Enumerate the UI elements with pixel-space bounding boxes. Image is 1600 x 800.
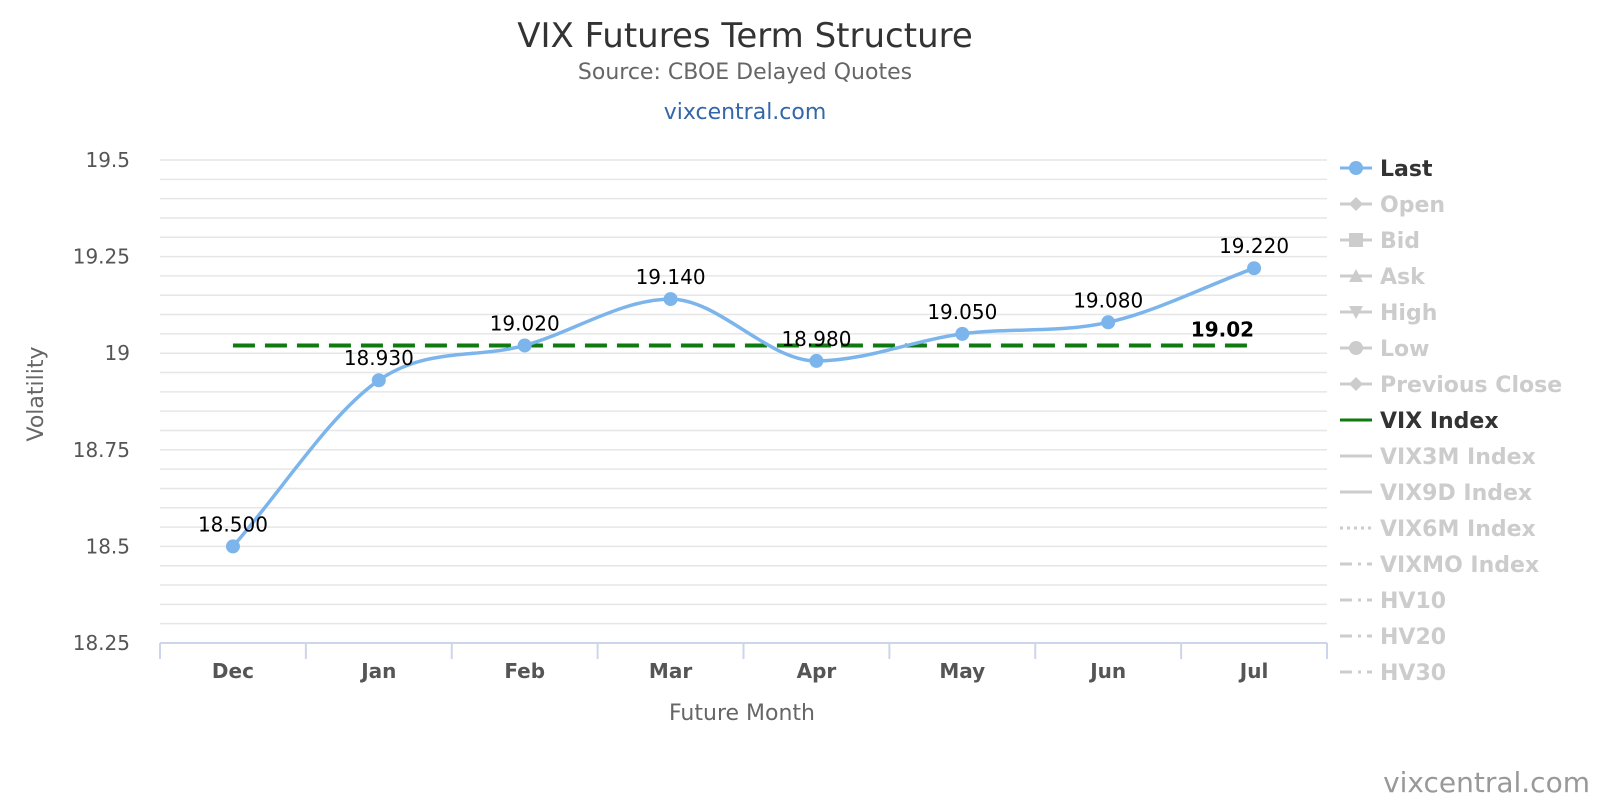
last-point-apr: [809, 353, 824, 368]
x-tick-label-may: May: [939, 659, 985, 683]
legend-label: VIX Index: [1380, 409, 1499, 434]
last-point-dec: [225, 539, 240, 554]
last-data-label-jan: 18.930: [344, 346, 414, 370]
legend-item-hv20[interactable]: HV20: [1340, 625, 1446, 650]
last-point-feb: [517, 338, 532, 353]
x-axis: Dec Jan Feb Mar Apr May Jun Jul: [159, 642, 1328, 683]
legend-label: High: [1380, 301, 1437, 326]
last-data-label-apr: 18.980: [781, 327, 851, 351]
legend-item-vix6m-index[interactable]: VIX6M Index: [1340, 517, 1536, 542]
last-data-label-dec: 18.500: [198, 512, 268, 536]
y-tick-label: 18.25: [73, 631, 130, 655]
legend-item-hv10[interactable]: HV10: [1340, 589, 1446, 614]
last-point-jan: [371, 373, 386, 388]
y-tick-label: 18.75: [73, 438, 130, 462]
legend-item-vixmo-index[interactable]: VIXMO Index: [1340, 553, 1539, 578]
legend-label: VIX9D Index: [1380, 481, 1532, 506]
y-tick-label: 19.25: [73, 245, 130, 269]
legend-item-vix9d-index[interactable]: VIX9D Index: [1340, 481, 1532, 506]
legend-item-previous-close[interactable]: Previous Close: [1340, 373, 1562, 398]
legend-item-low[interactable]: Low: [1340, 337, 1429, 362]
legend-circle-icon: [1349, 161, 1363, 175]
legend-item-ask[interactable]: Ask: [1340, 265, 1426, 290]
y-axis: 18.25 18.5 18.75 19 19.25 19.5: [73, 148, 130, 655]
x-tick-label-dec: Dec: [212, 659, 254, 683]
legend-item-hv30[interactable]: HV30: [1340, 661, 1446, 686]
legend-circle-icon: [1349, 341, 1363, 355]
grid: [160, 159, 1327, 625]
legend-label: Ask: [1380, 265, 1426, 290]
legend-diamond-icon: [1349, 197, 1363, 211]
last-data-label-feb: 19.020: [490, 311, 560, 335]
x-tick-label-mar: Mar: [649, 659, 692, 683]
legend-label: Last: [1380, 157, 1433, 182]
legend-triangle-down-icon: [1349, 306, 1363, 319]
legend-square-icon: [1349, 233, 1363, 247]
legend-label: HV10: [1380, 589, 1446, 614]
legend-label: VIXMO Index: [1380, 553, 1539, 578]
last-data-label-may: 19.050: [927, 300, 997, 324]
last-point-may: [955, 326, 970, 341]
last-data-label-mar: 19.140: [636, 265, 706, 289]
legend-label: HV20: [1380, 625, 1446, 650]
legend-label: HV30: [1380, 661, 1446, 686]
last-point-mar: [663, 292, 678, 307]
legend-diamond-icon: [1349, 377, 1363, 391]
vix-index-label: 19.02: [1191, 317, 1254, 341]
y-tick-label: 19.5: [85, 148, 130, 172]
x-tick-label-apr: Apr: [797, 659, 837, 683]
y-axis-title: Volatility: [24, 346, 49, 441]
x-tick-label-feb: Feb: [504, 659, 545, 683]
legend-label: VIX6M Index: [1380, 517, 1536, 542]
last-data-label-jul: 19.220: [1219, 234, 1289, 258]
last-data-label-jun: 19.080: [1073, 288, 1143, 312]
chart-title: VIX Futures Term Structure: [517, 16, 973, 56]
x-tick-label-jul: Jul: [1238, 659, 1269, 683]
x-tick-label-jan: Jan: [359, 659, 396, 683]
legend-label: Bid: [1380, 229, 1420, 254]
legend-item-vix3m-index[interactable]: VIX3M Index: [1340, 445, 1536, 470]
legend: Last Open Bid Ask High Low Previous Close VIX I…: [1340, 157, 1562, 686]
site-link[interactable]: vixcentral.com: [664, 100, 827, 125]
legend-label: VIX3M Index: [1380, 445, 1536, 470]
legend-triangle-icon: [1349, 269, 1363, 282]
legend-item-vix-index[interactable]: VIX Index: [1340, 409, 1499, 434]
x-tick-label-jun: Jun: [1088, 659, 1126, 683]
legend-label: Low: [1380, 337, 1429, 362]
y-tick-label: 18.5: [85, 534, 130, 558]
chart-subtitle: Source: CBOE Delayed Quotes: [578, 60, 912, 85]
legend-label: Previous Close: [1380, 373, 1562, 398]
last-point-jun: [1101, 315, 1116, 330]
legend-item-high[interactable]: High: [1340, 301, 1437, 326]
legend-item-last[interactable]: Last: [1340, 157, 1433, 182]
y-tick-label: 19: [105, 341, 130, 365]
x-axis-title: Future Month: [669, 701, 815, 726]
legend-item-open[interactable]: Open: [1340, 193, 1445, 218]
last-point-jul: [1247, 261, 1262, 276]
series: 19.02 18.500 18.930 19.020 19.140 18.980 19.05…: [198, 234, 1289, 554]
legend-label: Open: [1380, 193, 1445, 218]
legend-item-bid[interactable]: Bid: [1340, 229, 1420, 254]
credit-text[interactable]: vixcentral.com: [1383, 766, 1590, 799]
